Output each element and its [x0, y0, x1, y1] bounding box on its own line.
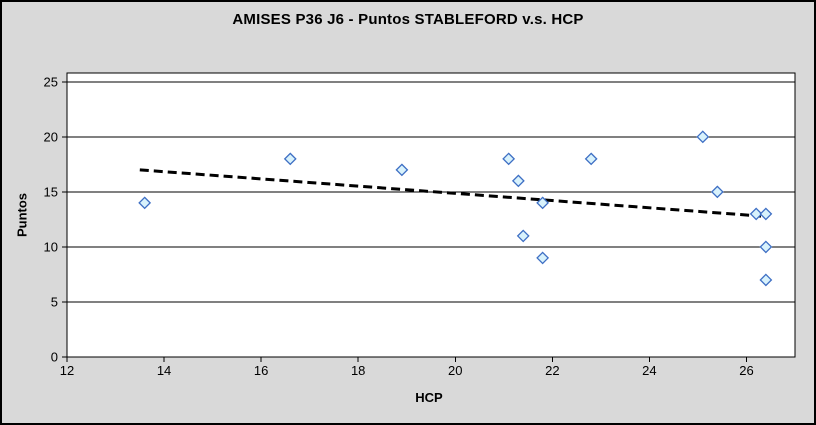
x-tick-label-14: 14 — [157, 363, 171, 378]
chart-title: AMISES P36 J6 - Puntos STABLEFORD v.s. H… — [232, 11, 584, 28]
data-point-2 — [395, 163, 409, 177]
x-tick-label-20: 20 — [448, 363, 462, 378]
x-tick-label-18: 18 — [351, 363, 365, 378]
plot-background — [66, 72, 796, 358]
y-tick-label-10: 10 — [44, 239, 58, 254]
y-axis-title: Puntos — [14, 192, 30, 238]
data-point-0 — [138, 196, 152, 210]
x-tick-label-12: 12 — [60, 363, 74, 378]
y-tick-label-0: 0 — [51, 350, 58, 365]
x-tick-label-26: 26 — [739, 363, 753, 378]
y-tick-label-25: 25 — [44, 74, 58, 89]
data-point-3 — [502, 152, 516, 166]
y-tick-label-20: 20 — [44, 129, 58, 144]
data-point-7 — [536, 251, 550, 265]
data-point-11 — [749, 207, 763, 221]
x-axis-title: HCP — [415, 390, 443, 405]
x-tick-label-16: 16 — [254, 363, 268, 378]
data-point-14 — [759, 273, 773, 287]
data-point-4 — [511, 174, 525, 188]
y-tick-label-5: 5 — [51, 294, 58, 309]
data-point-8 — [584, 152, 598, 166]
y-tick-label-15: 15 — [44, 184, 58, 199]
x-tick-label-24: 24 — [642, 363, 656, 378]
data-point-5 — [516, 229, 530, 243]
data-point-1 — [283, 152, 297, 166]
data-point-10 — [710, 185, 724, 199]
x-tick-label-22: 22 — [545, 363, 559, 378]
trendline — [139, 168, 762, 218]
data-point-12 — [759, 207, 773, 221]
data-point-9 — [696, 130, 710, 144]
data-point-6 — [536, 196, 550, 210]
data-point-13 — [759, 240, 773, 254]
